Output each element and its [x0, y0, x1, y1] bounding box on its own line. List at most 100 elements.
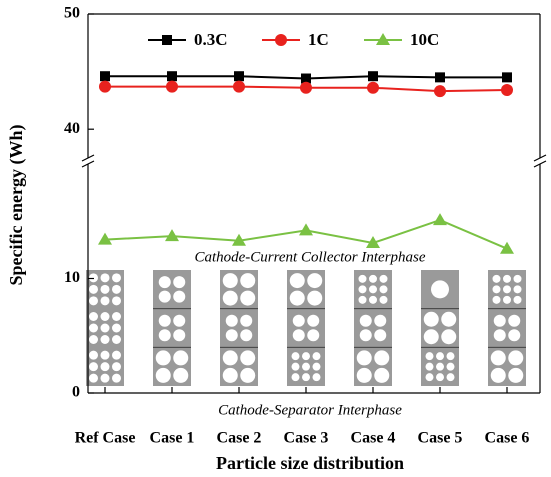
- particle: [226, 315, 238, 327]
- particle: [290, 273, 305, 288]
- particle: [226, 329, 238, 341]
- particle: [436, 363, 444, 371]
- particle: [426, 363, 434, 371]
- y-tick-label: 40: [64, 120, 80, 137]
- page: Specific energy (Wh) Particle size distr…: [0, 0, 551, 477]
- particle: [313, 352, 321, 360]
- particle: [494, 329, 506, 341]
- particle: [173, 350, 188, 365]
- particle: [514, 285, 522, 293]
- particle: [424, 312, 439, 327]
- particle: [159, 329, 171, 341]
- particle: [112, 324, 121, 333]
- particle: [292, 363, 300, 371]
- particle: [159, 315, 171, 327]
- x-axis-title: Particle size distribution: [216, 453, 404, 473]
- marker: [166, 81, 178, 93]
- particle: [101, 273, 110, 282]
- particle: [426, 352, 434, 360]
- particle: [112, 285, 121, 294]
- marker: [299, 223, 313, 235]
- particle: [89, 296, 98, 305]
- particle: [156, 350, 171, 365]
- particle: [380, 296, 388, 304]
- annotation: Cathode-Current Collector Interphase: [194, 249, 425, 265]
- particle: [89, 285, 98, 294]
- particle: [223, 273, 238, 288]
- marker: [300, 82, 312, 94]
- particle: [112, 335, 121, 344]
- marker: [500, 242, 514, 254]
- particle: [101, 285, 110, 294]
- marker: [433, 213, 447, 225]
- particle: [447, 363, 455, 371]
- particle: [493, 275, 501, 283]
- particle: [89, 312, 98, 321]
- particle: [493, 285, 501, 293]
- particle: [307, 315, 319, 327]
- particle: [89, 273, 98, 282]
- particle: [494, 315, 506, 327]
- particle: [223, 350, 238, 365]
- particle: [240, 368, 255, 383]
- particle: [357, 350, 372, 365]
- particle: [101, 351, 110, 360]
- marker: [502, 72, 512, 82]
- particle: [491, 368, 506, 383]
- particle: [380, 285, 388, 293]
- particle: [369, 285, 377, 293]
- marker: [367, 82, 379, 94]
- marker: [435, 72, 445, 82]
- particle: [503, 275, 511, 283]
- particle: [514, 296, 522, 304]
- legend-marker: [275, 34, 287, 46]
- marker: [434, 85, 446, 97]
- particle: [112, 351, 121, 360]
- particle: [514, 275, 522, 283]
- particle: [374, 329, 386, 341]
- x-tick-label: Case 3: [284, 430, 329, 447]
- particle: [493, 296, 501, 304]
- marker: [100, 71, 110, 81]
- particle: [374, 368, 389, 383]
- particle: [173, 368, 188, 383]
- particle: [112, 273, 121, 282]
- particle: [424, 329, 439, 344]
- particle: [491, 350, 506, 365]
- marker: [234, 71, 244, 81]
- particle: [101, 312, 110, 321]
- particle: [101, 335, 110, 344]
- particle: [359, 285, 367, 293]
- particle: [307, 273, 322, 288]
- particle: [313, 373, 321, 381]
- particle: [89, 335, 98, 344]
- y-axis-title: Specific energy (Wh): [6, 125, 27, 286]
- particle: [374, 315, 386, 327]
- particle: [101, 324, 110, 333]
- x-tick-label: Case 5: [418, 430, 463, 447]
- particle: [293, 329, 305, 341]
- particle: [447, 373, 455, 381]
- particle: [357, 368, 372, 383]
- particle: [173, 315, 185, 327]
- marker: [167, 71, 177, 81]
- particle: [369, 275, 377, 283]
- particle: [89, 374, 98, 383]
- particle: [307, 329, 319, 341]
- particle: [89, 351, 98, 360]
- y-tick-label: 10: [64, 269, 80, 286]
- particle: [508, 350, 523, 365]
- marker: [99, 81, 111, 93]
- particle: [360, 329, 372, 341]
- particle-panel: [153, 270, 191, 386]
- particle: [503, 285, 511, 293]
- particle: [436, 352, 444, 360]
- legend-label: 0.3C: [194, 30, 228, 49]
- marker: [501, 84, 513, 96]
- particle: [240, 350, 255, 365]
- legend-marker: [162, 35, 172, 45]
- y-tick-label: 50: [64, 5, 80, 22]
- particle: [223, 368, 238, 383]
- particle: [302, 352, 310, 360]
- particle: [240, 315, 252, 327]
